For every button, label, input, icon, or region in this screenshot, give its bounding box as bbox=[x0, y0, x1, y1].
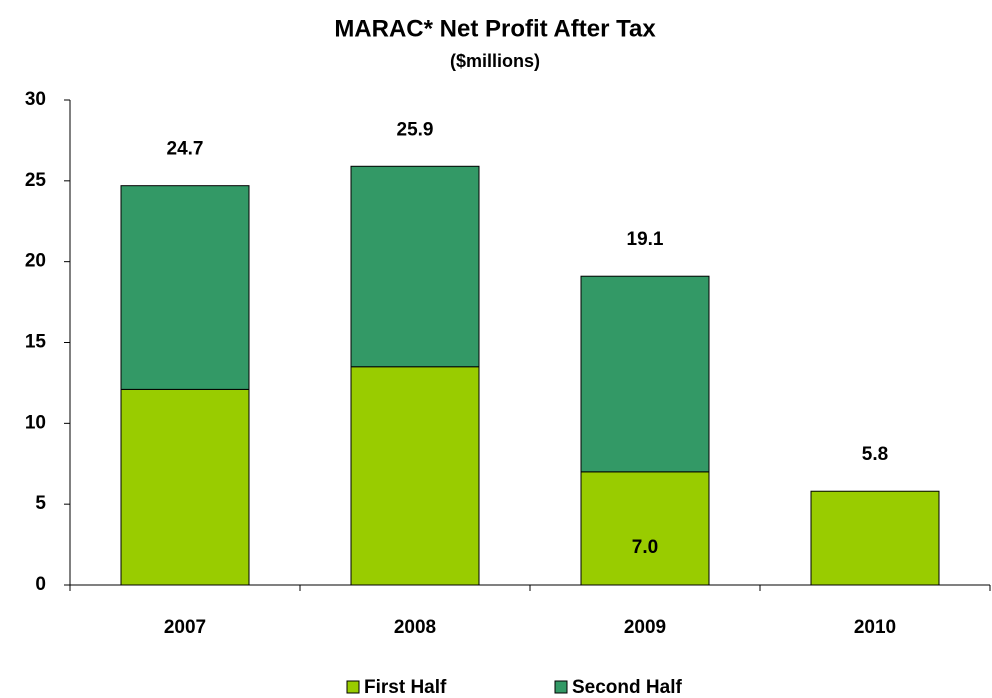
data-label: 7.0 bbox=[632, 537, 658, 558]
y-tick-label: 0 bbox=[35, 574, 46, 595]
total-label: 5.8 bbox=[862, 444, 888, 465]
x-tick-label: 2009 bbox=[624, 617, 666, 638]
y-tick-label: 5 bbox=[35, 493, 46, 514]
chart-subtitle: ($millions) bbox=[450, 51, 540, 71]
bar-segment bbox=[120, 185, 250, 390]
total-label: 24.7 bbox=[167, 139, 204, 160]
legend-label: First Half bbox=[364, 677, 447, 698]
total-label: 25.9 bbox=[397, 119, 434, 140]
x-tick-label: 2010 bbox=[854, 617, 896, 638]
legend-swatch bbox=[346, 680, 360, 694]
y-tick-label: 30 bbox=[25, 89, 46, 110]
bar-segment bbox=[120, 388, 250, 586]
y-tick-label: 25 bbox=[25, 170, 47, 191]
legend-swatch bbox=[554, 680, 568, 694]
total-label: 19.1 bbox=[627, 229, 664, 250]
bar-segment bbox=[810, 490, 940, 586]
bar-segment bbox=[580, 275, 710, 473]
bar-segment bbox=[350, 165, 480, 368]
x-tick-label: 2007 bbox=[164, 617, 206, 638]
y-tick-label: 10 bbox=[25, 412, 46, 433]
y-tick-label: 15 bbox=[25, 332, 47, 353]
bar-segment bbox=[580, 471, 710, 586]
legend-label: Second Half bbox=[572, 677, 682, 698]
chart-title: MARAC* Net Profit After Tax bbox=[334, 15, 656, 42]
bar-segment bbox=[350, 366, 480, 586]
x-tick-label: 2008 bbox=[394, 617, 436, 638]
y-tick-label: 20 bbox=[25, 251, 46, 272]
